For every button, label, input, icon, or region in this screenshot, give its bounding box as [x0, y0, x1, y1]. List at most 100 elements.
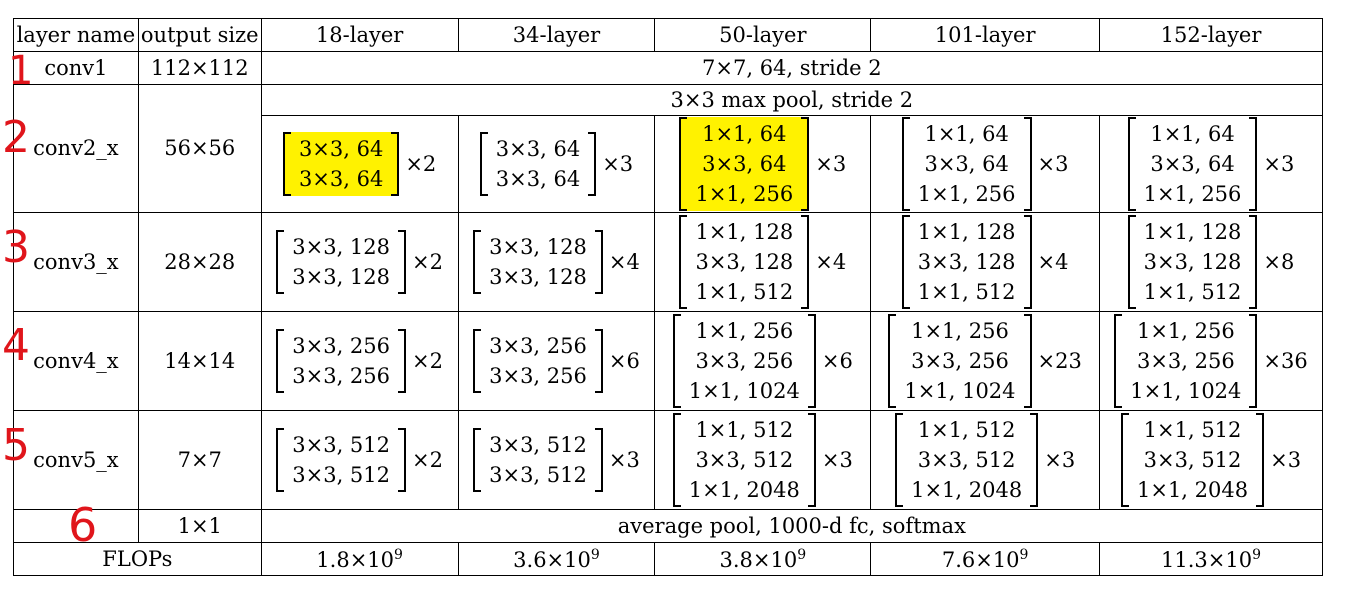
block-bracket: 1×1, 64 3×3, 64 1×1, 256 [1127, 117, 1258, 211]
bottleneck-block: 3×3, 64 3×3, 64 ×2 [282, 132, 437, 196]
flops-mantissa: 11.3×10 [1161, 547, 1253, 572]
conv-spec: 3×3, 512 [1143, 448, 1242, 472]
annotation-5: 5 [2, 420, 30, 471]
conv-spec: 1×1, 512 [695, 280, 794, 304]
block-bracket: 3×3, 128 3×3, 128 [276, 230, 407, 294]
conv-spec: 3×3, 512 [489, 433, 587, 457]
conv-spec: 3×3, 256 [489, 364, 587, 388]
conv-spec: 3×3, 64 [495, 137, 581, 161]
block-bracket: 3×3, 512 3×3, 512 [276, 428, 407, 492]
resnet-architecture-table: layer name output size 18-layer 34-layer… [13, 18, 1324, 576]
block-cell: 1×1, 64 3×3, 64 1×1, 256 ×3 [870, 115, 1101, 213]
block-cell: 3×3, 512 3×3, 512 ×2 [260, 410, 459, 510]
flops-value: 11.3×109 [1099, 542, 1323, 576]
flops-mantissa: 1.8×10 [316, 547, 395, 572]
conv-spec: 1×1, 512 [917, 418, 1016, 442]
repeat-multiplier: ×36 [1263, 348, 1308, 373]
col-header-50-layer: 50-layer [654, 18, 872, 52]
block-cell: 3×3, 128 3×3, 128 ×2 [260, 212, 459, 312]
repeat-multiplier: ×2 [412, 348, 443, 373]
repeat-multiplier: ×3 [1044, 447, 1076, 472]
block-bracket: 3×3, 128 3×3, 128 [473, 230, 603, 294]
output-size-cell: 56×56 [137, 84, 262, 213]
output-size-cell: 7×7 [137, 410, 262, 510]
bottleneck-block: 1×1, 512 3×3, 512 1×1, 2048 ×3 [1120, 413, 1302, 507]
conv-spec: 1×1, 512 [695, 418, 794, 442]
flops-row: FLOPs 1.8×109 3.6×109 3.8×109 7.6×109 11… [13, 542, 1323, 576]
conv-spec: 3×3, 128 [292, 265, 391, 289]
conv2-row: 3×3, 64 3×3, 64 ×2 3×3, 64 3×3, 64 ×3 1×1, 6… [13, 115, 1323, 213]
repeat-multiplier: ×2 [405, 151, 437, 176]
conv-spec: 3×3, 256 [292, 334, 391, 358]
conv-spec: 3×3, 64 [298, 167, 384, 191]
block-cell: 3×3, 256 3×3, 256 ×2 [260, 311, 459, 411]
block-bracket: 1×1, 256 3×3, 256 1×1, 1024 [672, 314, 816, 408]
block-bracket: 3×3, 64 3×3, 64 [282, 132, 400, 196]
flops-label: FLOPs [13, 542, 262, 576]
layer-name-cell: conv4_x [13, 311, 139, 411]
block-cell: 1×1, 64 3×3, 64 1×1, 256 ×3 [654, 115, 872, 213]
flops-exponent: 9 [1252, 546, 1262, 563]
conv-spec: 3×3, 128 [489, 265, 587, 289]
bottleneck-block: 3×3, 256 3×3, 256 ×2 [276, 329, 443, 393]
repeat-multiplier: ×3 [821, 447, 853, 472]
repeat-multiplier: ×6 [821, 348, 853, 373]
conv-spec: 3×3, 512 [292, 463, 391, 487]
header-row: layer name output size 18-layer 34-layer… [13, 18, 1323, 52]
bottleneck-block: 1×1, 128 3×3, 128 1×1, 512 ×8 [1127, 215, 1294, 309]
conv-spec: 1×1, 256 [695, 182, 794, 206]
bottleneck-block: 3×3, 256 3×3, 256 ×6 [473, 329, 640, 393]
conv1-spec: 7×7, 64, stride 2 [260, 51, 1324, 85]
conv-spec: 3×3, 64 [924, 152, 1009, 176]
flops-mantissa: 3.8×10 [719, 547, 798, 572]
conv-spec: 1×1, 256 [917, 182, 1016, 206]
conv-spec: 3×3, 512 [292, 433, 391, 457]
conv-spec: 1×1, 2048 [911, 478, 1023, 502]
fc-spec: average pool, 1000-d fc, softmax [260, 509, 1324, 543]
conv-spec: 3×3, 512 [695, 448, 794, 472]
bottleneck-block: 1×1, 512 3×3, 512 1×1, 2048 ×3 [895, 413, 1075, 507]
bottleneck-block: 3×3, 128 3×3, 128 ×4 [473, 230, 640, 294]
block-bracket: 1×1, 128 3×3, 128 1×1, 512 [901, 215, 1032, 309]
conv-spec: 3×3, 256 [1136, 349, 1235, 373]
fc-row: 1×1 average pool, 1000-d fc, softmax [13, 509, 1324, 543]
conv5-row: conv5_x 7×7 3×3, 512 3×3, 512 ×2 3×3, 512 3… [13, 410, 1323, 510]
bottleneck-block: 1×1, 256 3×3, 256 1×1, 1024 ×23 [888, 314, 1082, 408]
bottleneck-block: 3×3, 128 3×3, 128 ×2 [276, 230, 443, 294]
col-header-layer-name: layer name [13, 18, 139, 52]
repeat-multiplier: ×3 [1270, 447, 1302, 472]
output-size-cell: 28×28 [137, 212, 262, 312]
bottleneck-block: 3×3, 64 3×3, 64 ×3 [479, 132, 633, 196]
block-bracket: 1×1, 128 3×3, 128 1×1, 512 [1127, 215, 1258, 309]
conv-spec: 1×1, 128 [917, 220, 1016, 244]
conv-spec: 1×1, 256 [911, 319, 1009, 343]
output-size-cell: 1×1 [137, 509, 262, 543]
flops-mantissa: 7.6×10 [941, 547, 1020, 572]
conv-spec: 1×1, 128 [695, 220, 794, 244]
repeat-multiplier: ×23 [1037, 348, 1082, 373]
block-cell: 1×1, 512 3×3, 512 1×1, 2048 ×3 [654, 410, 872, 510]
conv-spec: 1×1, 512 [917, 280, 1016, 304]
repeat-multiplier: ×3 [1037, 151, 1069, 176]
block-cell: 1×1, 128 3×3, 128 1×1, 512 ×4 [654, 212, 872, 312]
block-bracket: 1×1, 256 3×3, 256 1×1, 1024 [1114, 314, 1258, 408]
block-bracket: 1×1, 64 3×3, 64 1×1, 256 [901, 117, 1032, 211]
flops-mantissa: 3.6×10 [513, 547, 591, 572]
block-bracket: 1×1, 64 3×3, 64 1×1, 256 [679, 117, 810, 211]
conv-spec: 3×3, 128 [917, 250, 1016, 274]
col-header-152-layer: 152-layer [1099, 18, 1323, 52]
block-cell: 1×1, 256 3×3, 256 1×1, 1024 ×23 [870, 311, 1101, 411]
flops-value: 3.8×109 [654, 542, 872, 576]
annotation-2: 2 [2, 112, 30, 163]
block-cell: 1×1, 256 3×3, 256 1×1, 1024 ×36 [1099, 311, 1323, 411]
repeat-multiplier: ×6 [608, 348, 640, 373]
conv-spec: 3×3, 128 [695, 250, 794, 274]
output-size-cell: 112×112 [137, 51, 262, 85]
col-header-101-layer: 101-layer [870, 18, 1101, 52]
block-bracket: 3×3, 512 3×3, 512 [473, 428, 603, 492]
conv-spec: 1×1, 1024 [1130, 379, 1242, 403]
conv-spec: 1×1, 1024 [904, 379, 1016, 403]
annotation-4: 4 [2, 320, 30, 371]
conv-spec: 3×3, 512 [489, 463, 587, 487]
bottleneck-block: 1×1, 64 3×3, 64 1×1, 256 ×3 [679, 117, 846, 211]
